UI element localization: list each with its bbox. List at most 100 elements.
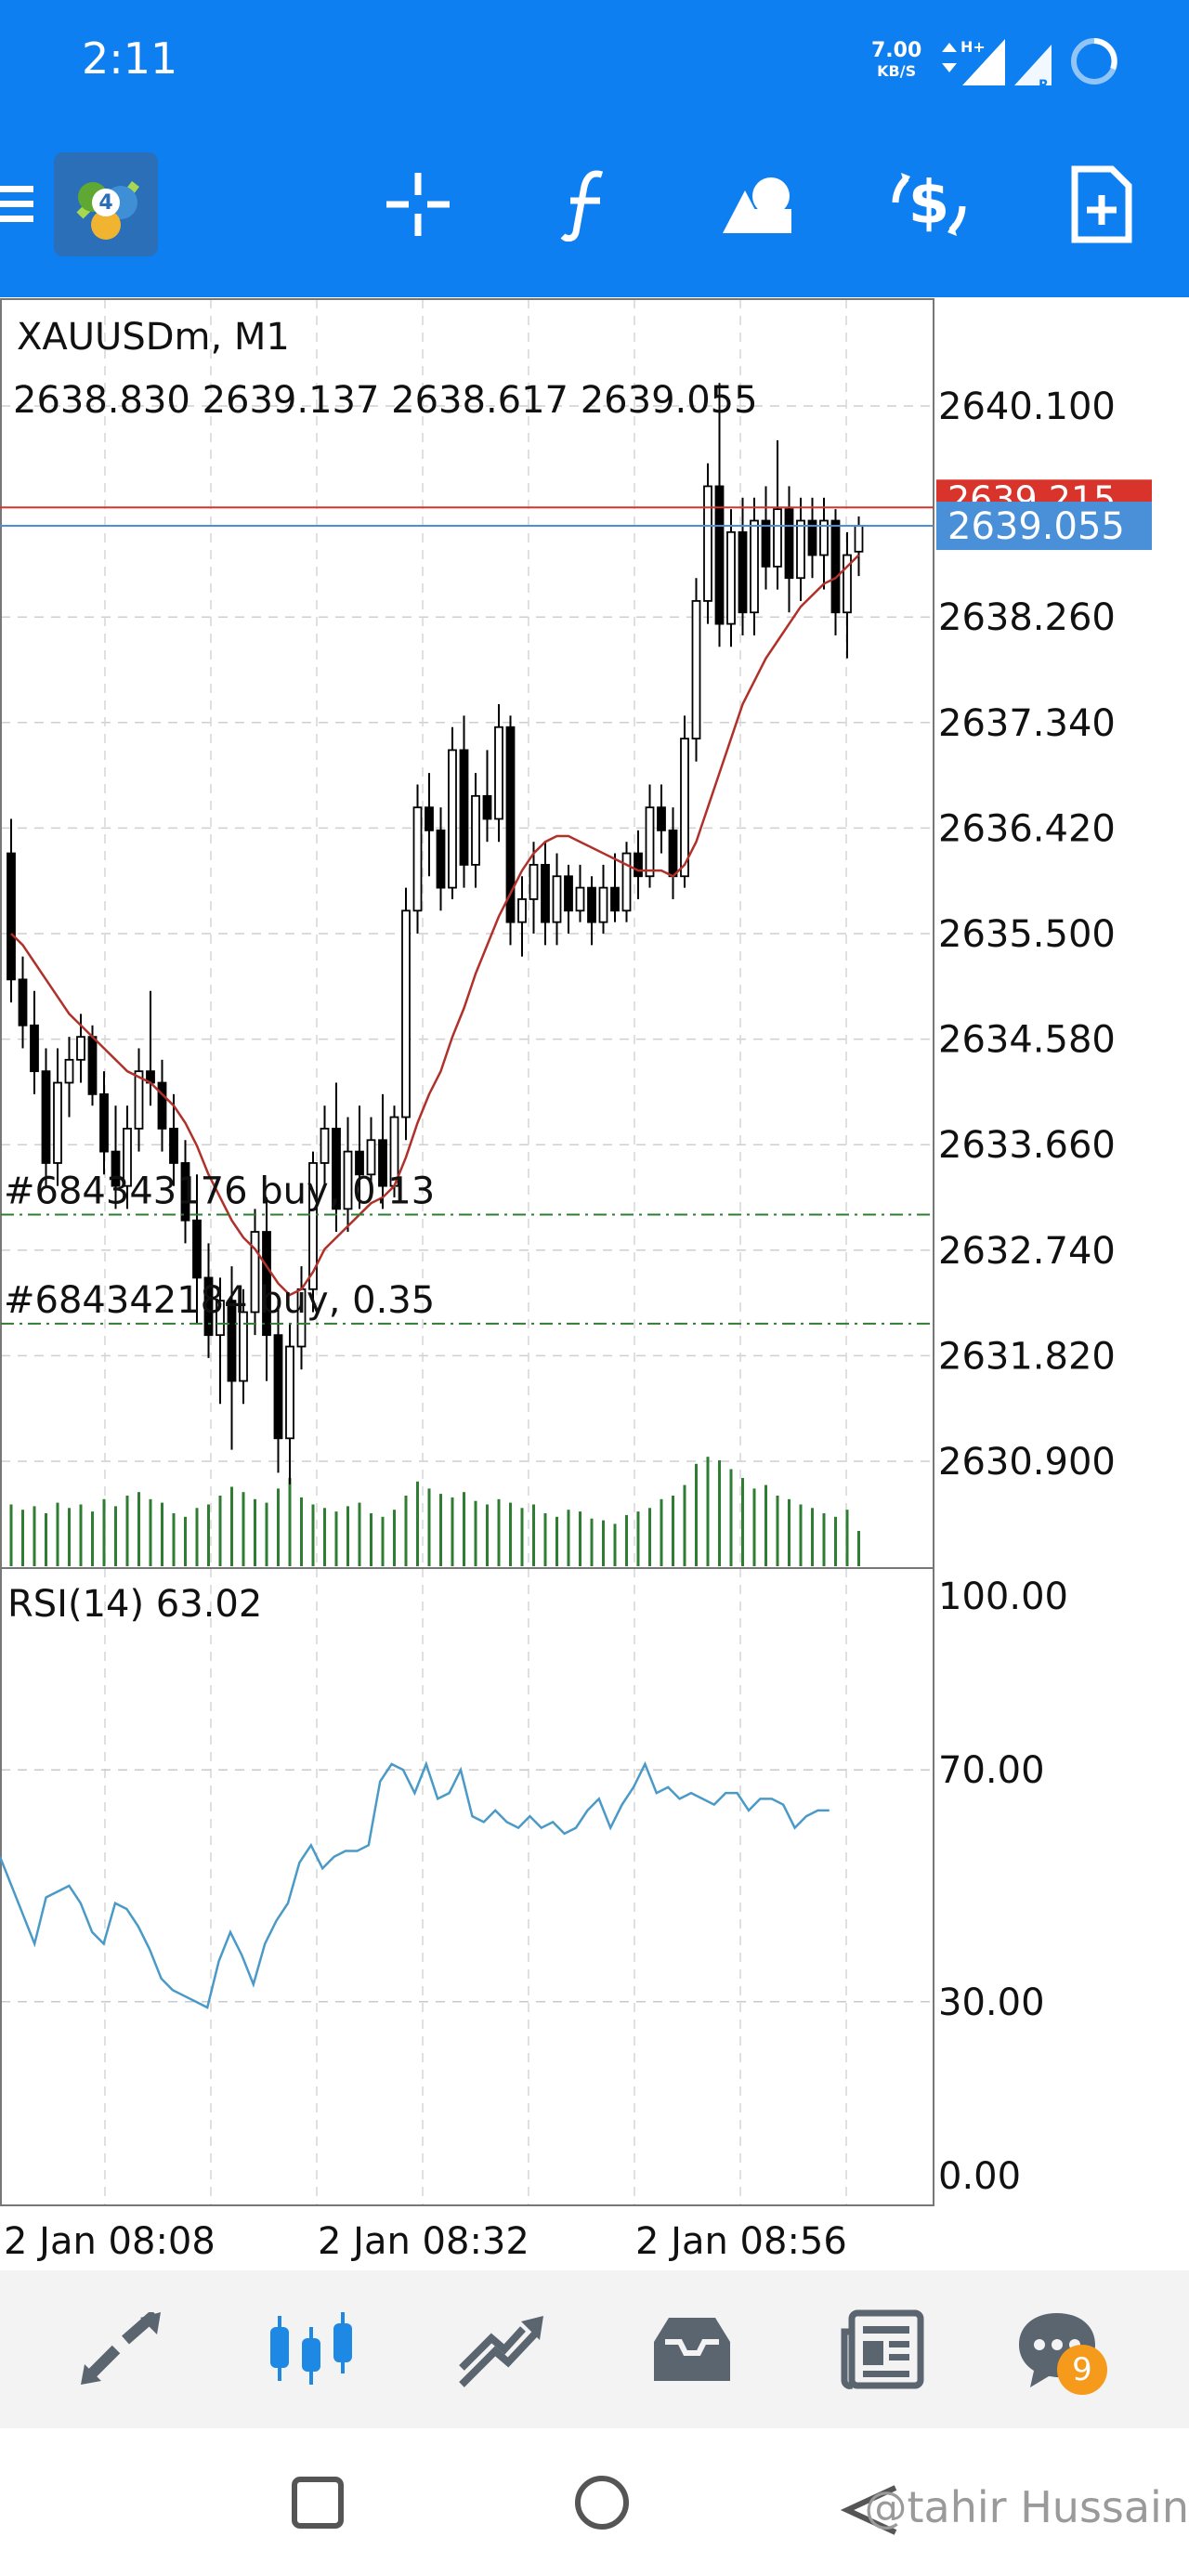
recents-button[interactable]: [290, 2475, 346, 2530]
candle-body: [412, 806, 423, 912]
candle-body: [425, 806, 434, 831]
app-logo: 4: [54, 152, 158, 256]
candle: [505, 715, 516, 946]
price-chart[interactable]: #684343176 buy, 0.13 #684342184 buy, 0.35…: [0, 297, 1189, 2270]
chart-grid: [1, 299, 934, 2205]
volume-bar: [543, 1513, 547, 1566]
history-icon: [654, 2318, 730, 2381]
volume-bar: [741, 1478, 744, 1566]
new-order-icon: [1071, 165, 1132, 243]
rsi-line: [0, 1760, 830, 2009]
volume-bar: [33, 1506, 36, 1566]
volume-bar: [706, 1457, 710, 1566]
volume-bar: [683, 1484, 686, 1566]
candle-body: [517, 898, 527, 923]
candle: [645, 784, 655, 888]
candle: [355, 1105, 364, 1210]
candle-body: [587, 886, 596, 923]
app-logo-button[interactable]: 4: [52, 149, 160, 260]
objects-button[interactable]: [712, 149, 804, 260]
candle-body: [30, 1024, 39, 1073]
candle-body: [657, 806, 666, 831]
time-axis: 2 Jan 08:08 2 Jan 08:32 2 Jan 08:56: [4, 2220, 847, 2263]
candle: [111, 1105, 121, 1210]
chart-toolbar: 4 $: [0, 149, 1189, 260]
candle-body: [401, 909, 411, 1118]
volume-bar: [625, 1514, 628, 1566]
candle: [18, 956, 28, 1049]
nav-quotes[interactable]: [46, 2270, 195, 2428]
candle: [784, 486, 794, 613]
candle: [471, 773, 480, 888]
rsi-tick-label: 100.00: [938, 1576, 1068, 1618]
candle: [169, 1093, 178, 1186]
candle: [680, 715, 689, 888]
news-icon: [841, 2309, 924, 2389]
candle-body: [53, 1081, 62, 1164]
nav-history[interactable]: [618, 2270, 766, 2428]
candle-body: [378, 1139, 387, 1187]
candle: [192, 1174, 202, 1324]
bottom-navigation: [0, 2270, 1189, 2428]
menu-button[interactable]: [0, 149, 37, 260]
volume-bar: [91, 1511, 94, 1566]
volume-bar: [149, 1498, 152, 1566]
back-icon: [840, 2485, 897, 2535]
watermark-text: @tahir Hussain: [864, 2482, 1189, 2532]
objects-icon: [723, 177, 791, 233]
volume-bar: [427, 1488, 431, 1566]
nav-chart[interactable]: [237, 2270, 385, 2428]
order-lines: #684343176 buy, 0.13 #684342184 buy, 0.35: [1, 1170, 934, 1325]
home-button[interactable]: [572, 2473, 632, 2532]
time-tick-label: 2 Jan 08:56: [635, 2220, 847, 2263]
volume-bar: [207, 1504, 210, 1566]
nav-trade[interactable]: [427, 2270, 576, 2428]
volume-bar: [9, 1504, 13, 1566]
volume-bar: [857, 1531, 860, 1566]
status-icons: H+ R: [942, 38, 1117, 93]
volume-bar: [56, 1502, 59, 1566]
candle-body: [598, 886, 608, 923]
candle: [7, 818, 16, 1003]
candle-body: [320, 1128, 330, 1164]
indicators-button[interactable]: [539, 149, 632, 260]
nav-news[interactable]: [808, 2270, 957, 2428]
candle-body: [203, 1276, 214, 1337]
back-button[interactable]: [838, 2482, 903, 2538]
candle: [598, 864, 608, 934]
candle: [250, 1209, 260, 1336]
nav-messages[interactable]: [983, 2270, 1131, 2428]
volume-bar: [300, 1497, 303, 1566]
candle: [378, 1093, 387, 1210]
candle-body: [436, 829, 446, 889]
candle-body: [564, 875, 573, 912]
volume-bar: [277, 1488, 280, 1566]
rsi-pane-border: [0, 1567, 934, 2206]
volume-bar: [68, 1508, 71, 1566]
volume-bar: [416, 1481, 419, 1566]
candle-body: [703, 485, 712, 602]
candle: [425, 773, 434, 877]
new-order-button[interactable]: [1055, 149, 1148, 260]
volume-bar: [602, 1520, 605, 1566]
candle-body: [830, 519, 841, 614]
data-arrows-icon: [942, 43, 957, 72]
candle: [657, 784, 666, 854]
volume-bar: [660, 1498, 663, 1566]
trade-button[interactable]: $: [882, 149, 975, 260]
volume-bar: [636, 1511, 640, 1566]
volume-bar: [79, 1504, 83, 1566]
candle: [320, 1105, 330, 1186]
candle: [830, 509, 841, 635]
candle: [99, 1071, 109, 1175]
candle: [529, 842, 539, 934]
crosshair-button[interactable]: [372, 149, 464, 260]
volume-bar: [21, 1510, 24, 1566]
price-axis: 2640.100 2638.260 2637.340 2636.420 2635.500…: [938, 386, 1116, 1484]
candles: [7, 383, 864, 1484]
volume-bar: [137, 1492, 140, 1566]
volume-bar: [695, 1463, 698, 1566]
volume-bar: [532, 1504, 535, 1566]
status-time: 2:11: [82, 33, 178, 84]
candle: [494, 704, 503, 843]
